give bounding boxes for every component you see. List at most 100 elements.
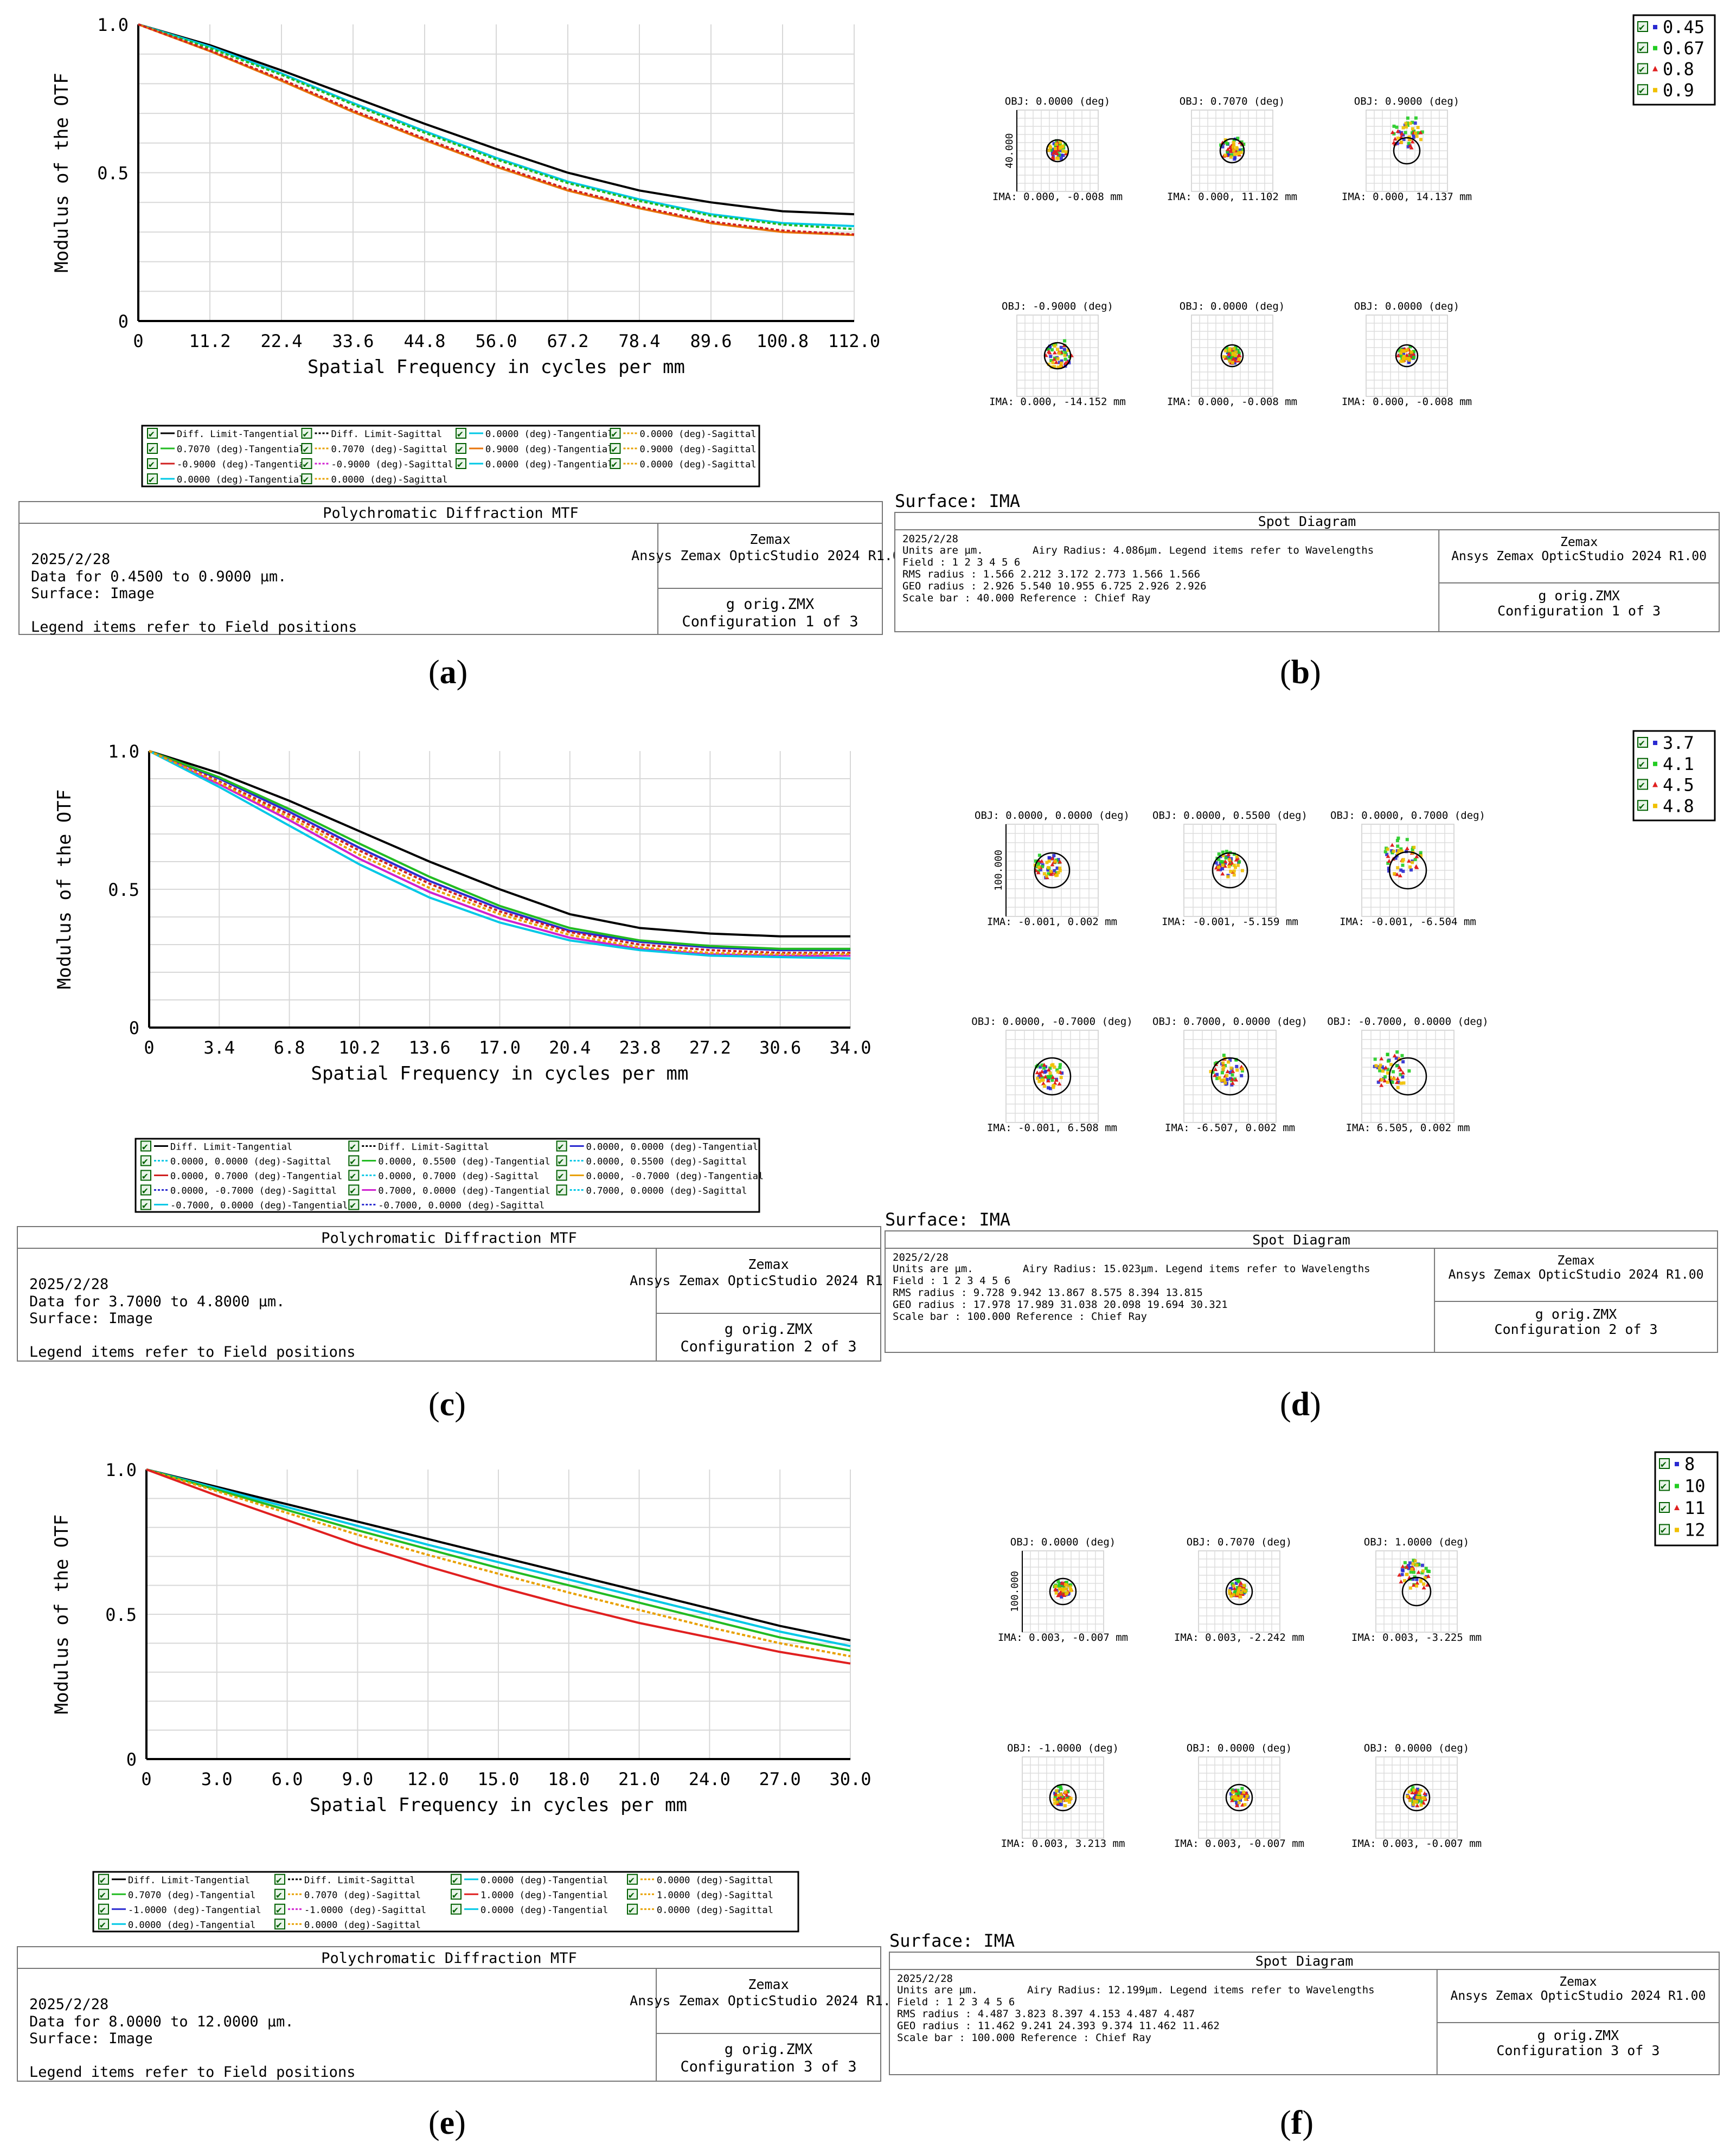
spot-point xyxy=(1236,1788,1240,1792)
spot-point xyxy=(1222,1054,1226,1057)
spot-point xyxy=(1403,1561,1407,1564)
spot-point xyxy=(1407,1069,1411,1073)
spot-point xyxy=(1404,121,1408,125)
legend-checkbox xyxy=(274,1918,285,1930)
spot-point xyxy=(1215,1073,1219,1076)
x-axis-label: Spatial Frequency in cycles per mm xyxy=(310,1794,687,1816)
legend-marker xyxy=(1653,25,1657,29)
spot-point xyxy=(1224,140,1228,144)
spot-point xyxy=(1395,1076,1400,1081)
spot-point xyxy=(1411,1583,1416,1587)
legend-wavelength: 0.8 xyxy=(1663,59,1694,80)
series-line xyxy=(138,23,855,230)
company: Zemax xyxy=(1559,1975,1597,1989)
spot-point xyxy=(1395,1050,1399,1054)
spot-point xyxy=(1414,116,1418,120)
spot-point xyxy=(1390,843,1395,847)
spot-point xyxy=(1414,854,1419,858)
spot-point xyxy=(1424,1567,1428,1570)
spot-point xyxy=(1054,142,1058,146)
legend-checkbox xyxy=(348,1184,360,1196)
spot-point xyxy=(1047,149,1051,152)
legend-label: -0.7000, 0.0000 (deg)-Tangential xyxy=(170,1201,348,1211)
series-line xyxy=(149,750,850,954)
legend-label: 0.0000 (deg)-Tangential xyxy=(480,1875,608,1886)
spot-point xyxy=(1039,1079,1043,1082)
spot-point xyxy=(1045,861,1049,864)
airy-circle xyxy=(1225,1577,1253,1606)
legend-label: Diff. Limit-Sagittal xyxy=(378,1142,489,1153)
configuration: Configuration 2 of 3 xyxy=(1495,1321,1658,1337)
spot-point xyxy=(1056,1070,1060,1074)
company: Zemax xyxy=(749,531,790,547)
spot-point xyxy=(1055,139,1059,143)
spot-point xyxy=(1219,868,1222,871)
spot-point xyxy=(1049,355,1053,358)
spot-point xyxy=(1048,1087,1052,1090)
legend-wavelength: 0.67 xyxy=(1663,38,1705,59)
spot-point xyxy=(1064,1581,1068,1585)
legend-checkbox xyxy=(556,1140,567,1152)
rms-row: RMS radius : 9.728 9.942 13.867 8.575 8.… xyxy=(893,1287,1203,1299)
spot-point xyxy=(1214,861,1218,865)
legend-check-mark: ✔ xyxy=(100,1889,106,1901)
spot-point xyxy=(1041,1078,1045,1082)
spot-point xyxy=(1401,126,1405,130)
spot-point xyxy=(1398,1068,1403,1072)
spot-point xyxy=(1229,351,1233,355)
legend-label: 0.9000 (deg)-Tangential xyxy=(485,444,613,455)
spot-point xyxy=(1062,1795,1067,1800)
spot-point xyxy=(1411,1786,1415,1789)
date: 2025/2/28 xyxy=(897,1973,953,1985)
spot-point xyxy=(1240,140,1244,144)
spot-point xyxy=(1063,339,1067,343)
legend-label: -0.7000, 0.0000 (deg)-Sagittal xyxy=(378,1201,544,1211)
spot-point xyxy=(1240,1069,1244,1073)
spot-point xyxy=(1395,1064,1399,1068)
spot-point xyxy=(1236,137,1240,140)
spot-point xyxy=(1221,145,1225,149)
spot-point xyxy=(1235,1064,1239,1068)
spot-point xyxy=(1068,1585,1072,1589)
spot-point xyxy=(1412,355,1416,359)
spot-point xyxy=(1390,130,1395,134)
spot-point xyxy=(1228,147,1233,152)
legend-check-mark: ✔ xyxy=(612,444,618,455)
legend-check-mark: ✔ xyxy=(452,1889,458,1901)
legend-check-mark: ✔ xyxy=(457,444,463,455)
spot-point xyxy=(1221,867,1225,870)
y-tick-label: 0.5 xyxy=(108,880,139,900)
spot-panel-d: OBJ: 0.0000, 0.0000 (deg) IMA: -0.001, 0.… xyxy=(885,730,1718,1353)
spot-point xyxy=(1374,1064,1378,1068)
spot-point xyxy=(1408,138,1412,142)
spot-point xyxy=(1043,1074,1048,1079)
spot-point xyxy=(1240,1067,1244,1071)
legend-check-mark: ✔ xyxy=(457,459,463,470)
spot-point xyxy=(1039,1073,1043,1077)
series-line xyxy=(138,23,855,236)
legend-marker xyxy=(1653,761,1657,766)
caption-e: (e) xyxy=(428,2104,466,2141)
spot-point xyxy=(1234,1582,1238,1586)
legend-check-mark: ✔ xyxy=(350,1171,356,1182)
legend-label: 0.7070 (deg)-Tangential xyxy=(128,1890,255,1901)
spot-point xyxy=(1063,357,1067,361)
spot-point xyxy=(1057,141,1061,145)
legend-check-mark: ✔ xyxy=(100,1875,106,1886)
legend-checkbox xyxy=(627,1903,638,1915)
spot-point xyxy=(1234,1803,1239,1807)
spot-point xyxy=(1231,1069,1235,1073)
spot-point xyxy=(1398,349,1401,353)
spot-point xyxy=(1401,359,1405,363)
spot-point xyxy=(1406,858,1411,863)
spot-point xyxy=(1220,1071,1224,1075)
spot-point xyxy=(1054,342,1058,346)
spot-point xyxy=(1221,860,1225,864)
spot-point xyxy=(1056,1795,1061,1800)
date: 2025/2/28 xyxy=(902,533,958,545)
legend-check-mark: ✔ xyxy=(629,1889,635,1901)
info-box xyxy=(894,512,1720,632)
x-tick-label: 13.6 xyxy=(409,1037,451,1058)
spot-point xyxy=(1060,359,1063,363)
spot-point xyxy=(1054,360,1059,364)
